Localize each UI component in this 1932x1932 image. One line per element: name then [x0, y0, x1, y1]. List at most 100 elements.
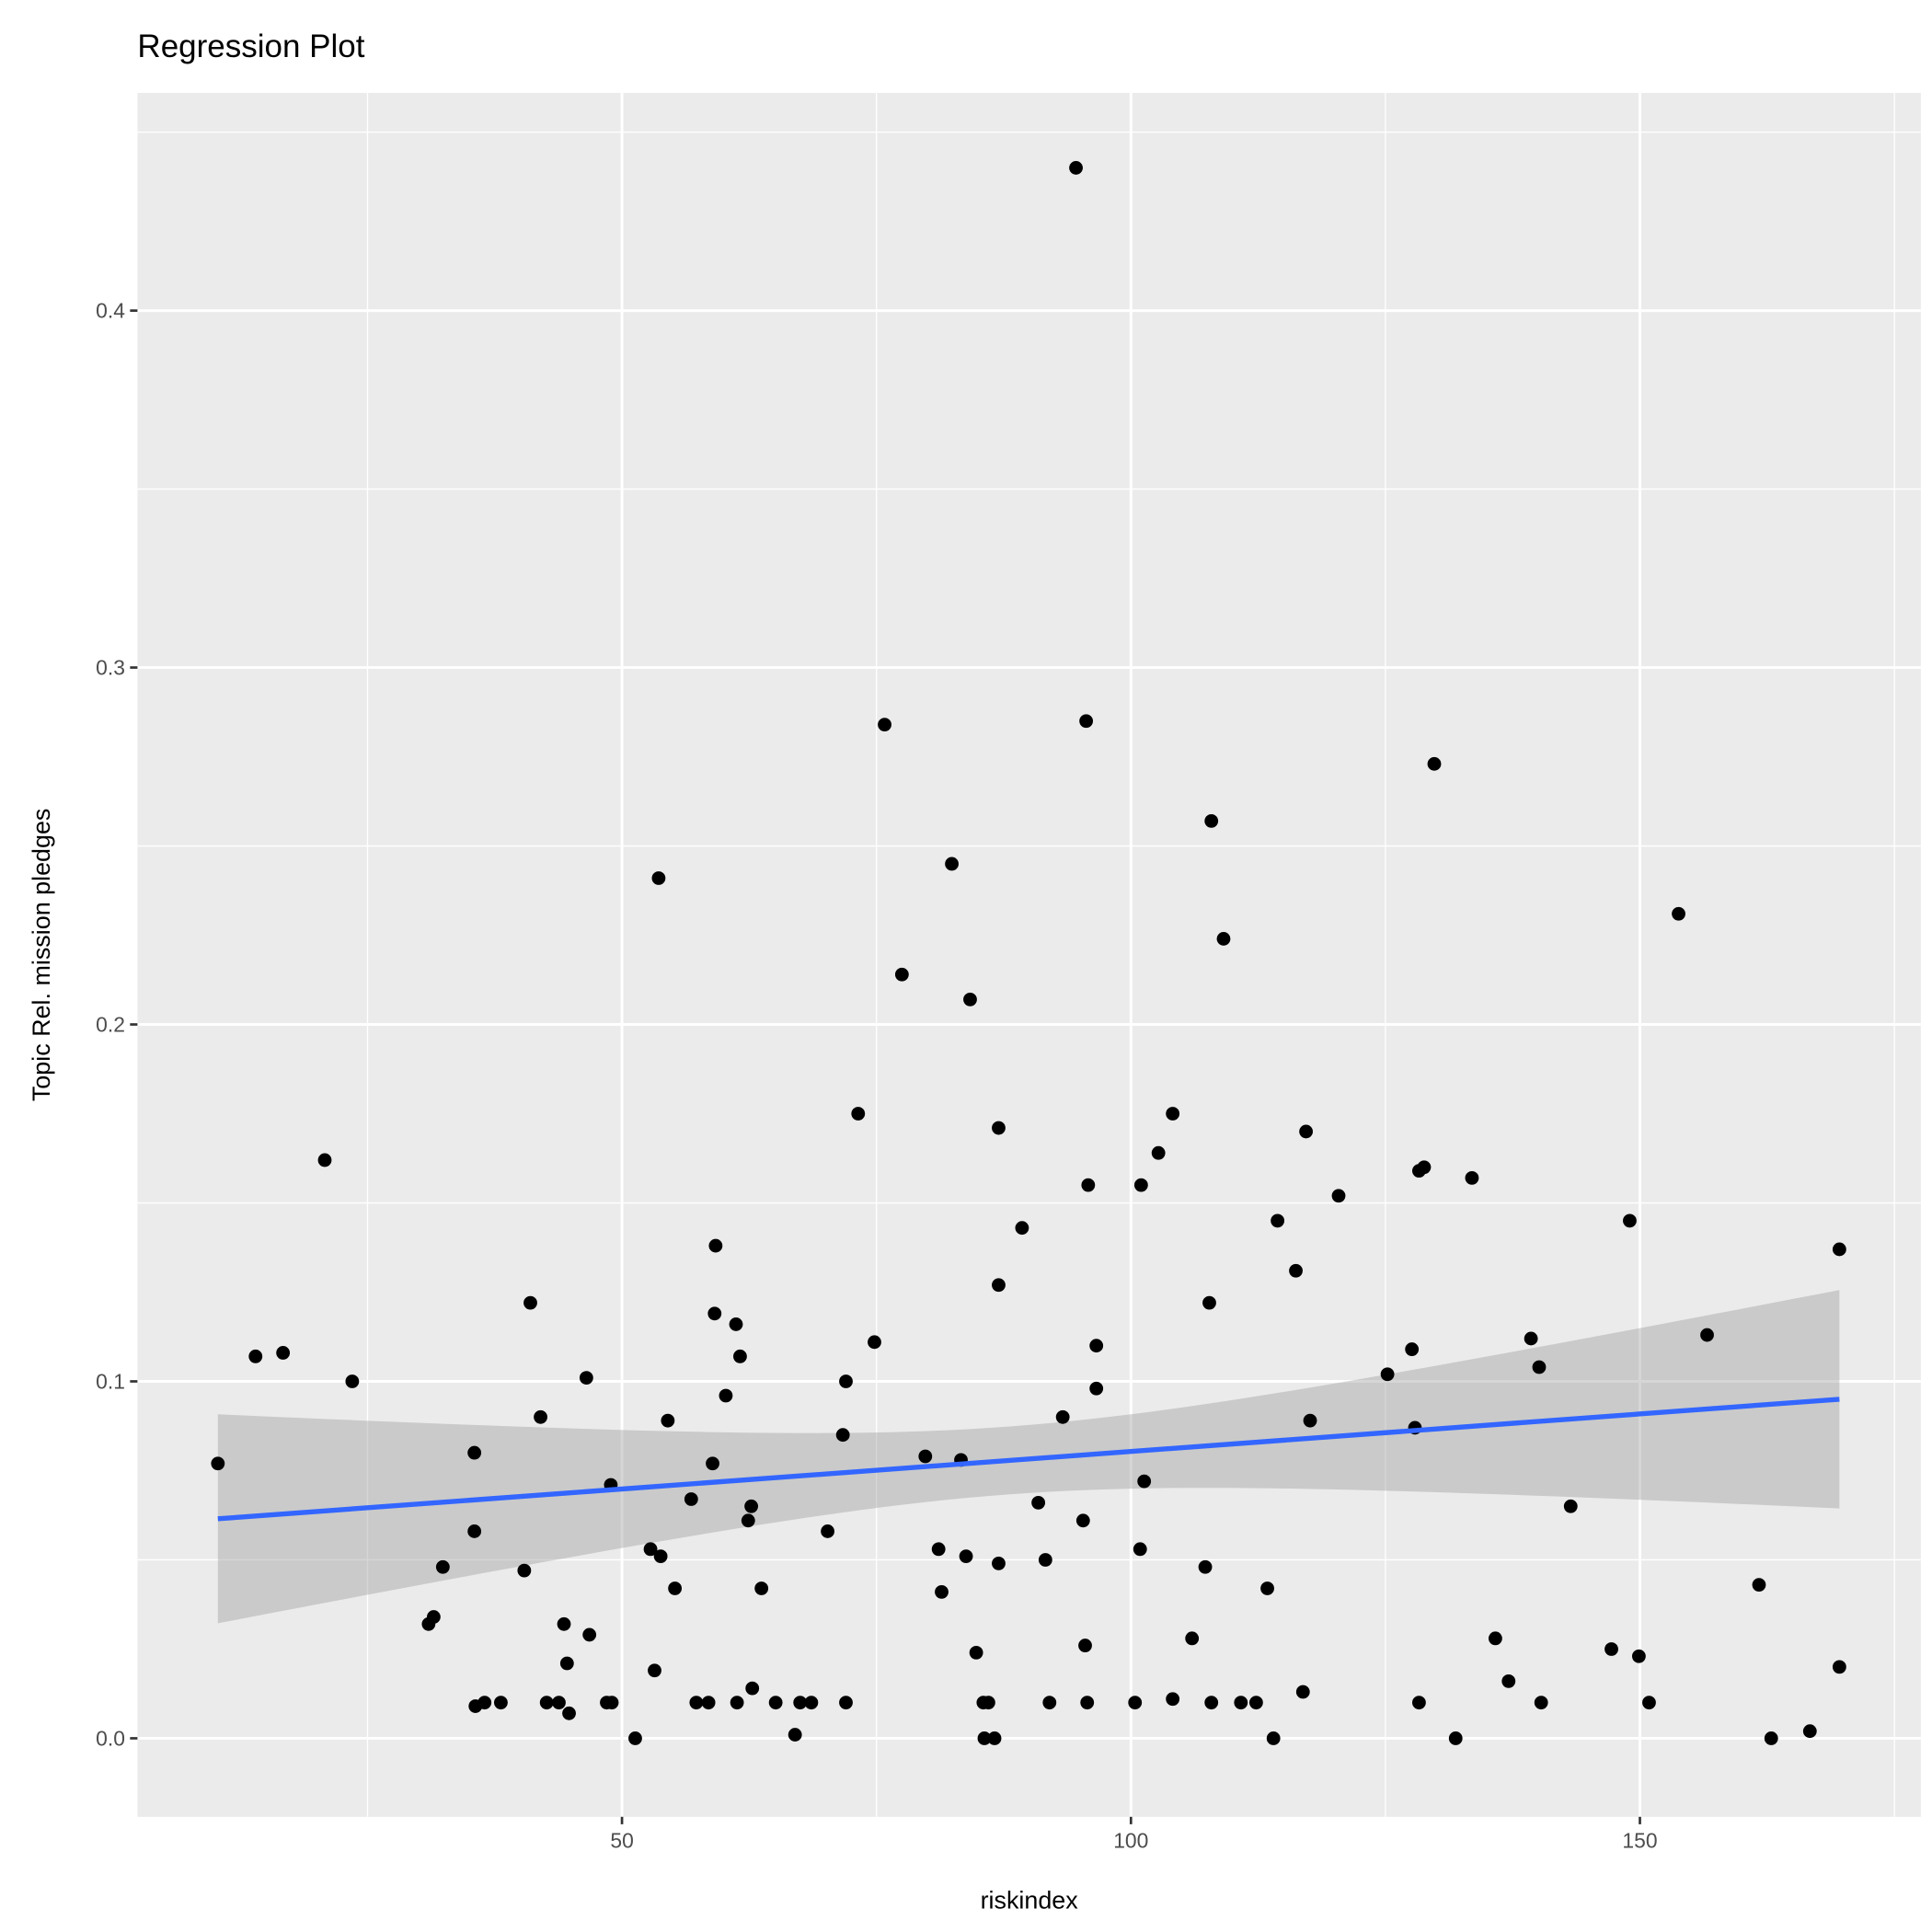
data-point — [345, 1374, 360, 1388]
data-point — [793, 1696, 808, 1710]
data-point — [1465, 1170, 1479, 1185]
data-point — [1133, 1178, 1148, 1192]
y-tick-label: 0.0 — [96, 1727, 125, 1751]
data-point — [276, 1346, 291, 1360]
data-point — [839, 1374, 853, 1388]
data-point — [1700, 1328, 1714, 1342]
data-point — [648, 1663, 661, 1678]
data-point — [1198, 1559, 1213, 1574]
data-point — [1166, 1107, 1180, 1121]
data-point — [604, 1696, 619, 1710]
regression-line-group — [217, 1397, 1840, 1522]
data-point — [534, 1409, 547, 1424]
data-point — [1488, 1631, 1502, 1646]
data-point — [1832, 1242, 1846, 1257]
data-point — [1216, 932, 1231, 946]
y-tick-label: 0.4 — [96, 299, 125, 323]
data-point — [1151, 1145, 1166, 1160]
data-point — [733, 1349, 747, 1363]
data-point — [1031, 1495, 1046, 1510]
data-point — [1412, 1696, 1426, 1710]
data-point — [684, 1492, 698, 1506]
data-point — [1604, 1642, 1618, 1656]
data-point — [653, 1549, 668, 1564]
data-point — [1204, 813, 1219, 828]
data-point — [1015, 1221, 1029, 1236]
data-point — [788, 1728, 802, 1742]
y-tick-label: 0.2 — [96, 1013, 125, 1037]
x-axis-title: riskindex — [981, 1886, 1079, 1914]
data-point — [562, 1706, 576, 1720]
data-point — [730, 1696, 744, 1710]
data-point — [1248, 1696, 1263, 1710]
data-point — [969, 1645, 983, 1660]
data-point — [467, 1445, 482, 1460]
data-point — [868, 1335, 881, 1350]
data-point — [689, 1696, 704, 1710]
data-point — [1303, 1413, 1317, 1428]
data-point — [1642, 1696, 1656, 1710]
y-tick-label: 0.3 — [96, 656, 125, 680]
data-point — [1380, 1367, 1395, 1382]
data-point — [744, 1499, 759, 1513]
data-point — [1623, 1213, 1637, 1228]
data-point — [211, 1456, 225, 1471]
data-point — [467, 1524, 482, 1538]
data-point — [981, 1696, 995, 1710]
data-point — [1089, 1339, 1104, 1353]
data-point — [1295, 1685, 1310, 1699]
data-point — [661, 1413, 675, 1428]
data-point — [1289, 1263, 1303, 1278]
data-point — [977, 1731, 992, 1745]
y-tick-label: 0.1 — [96, 1370, 125, 1394]
data-point — [719, 1388, 733, 1403]
data-point — [559, 1656, 574, 1671]
data-point — [708, 1238, 723, 1253]
data-point — [1185, 1631, 1200, 1646]
data-point — [517, 1563, 532, 1578]
data-point — [477, 1696, 492, 1710]
data-point — [851, 1107, 866, 1121]
data-point — [741, 1513, 755, 1528]
data-point — [1563, 1499, 1578, 1513]
x-tick-label: 150 — [1622, 1828, 1657, 1852]
data-points — [211, 161, 1846, 1745]
data-point — [745, 1681, 760, 1696]
data-point — [1128, 1696, 1143, 1710]
data-point — [668, 1581, 683, 1595]
data-point — [1532, 1360, 1547, 1374]
data-point — [1166, 1692, 1180, 1707]
data-point — [821, 1524, 834, 1538]
data-point — [628, 1731, 642, 1745]
data-point — [835, 1428, 850, 1443]
data-point — [317, 1153, 332, 1167]
data-point — [1089, 1381, 1104, 1396]
data-point — [1501, 1673, 1516, 1688]
data-point — [1075, 1513, 1090, 1528]
data-point — [1069, 161, 1083, 175]
data-point — [1081, 1178, 1096, 1192]
plot-panel — [137, 92, 1921, 1817]
data-point — [1260, 1581, 1274, 1595]
data-point — [878, 718, 891, 732]
x-tick-label: 50 — [610, 1828, 633, 1852]
data-point — [552, 1696, 566, 1710]
data-point — [959, 1549, 973, 1564]
data-point — [1405, 1342, 1420, 1356]
data-point — [1042, 1696, 1057, 1710]
axes: 50 100 150 0.0 0.1 0.2 0.3 0.4 — [96, 299, 1657, 1853]
data-point — [1764, 1731, 1778, 1745]
data-point — [1079, 714, 1094, 729]
data-point — [426, 1610, 441, 1624]
data-point — [1055, 1409, 1070, 1424]
data-point — [1534, 1696, 1548, 1710]
data-point — [1133, 1542, 1147, 1557]
data-point — [992, 1556, 1006, 1570]
gridlines — [137, 92, 1921, 1817]
data-point — [935, 1584, 949, 1599]
data-point — [523, 1295, 537, 1310]
data-point — [1427, 756, 1442, 771]
data-point — [1832, 1660, 1846, 1674]
data-point — [1137, 1474, 1152, 1489]
